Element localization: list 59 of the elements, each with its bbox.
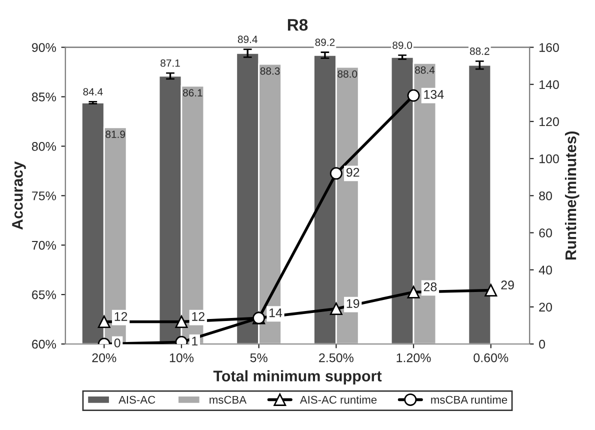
chart-title: R8 — [288, 18, 308, 31]
y2-tick-label: 140 — [540, 80, 559, 90]
data-label: 88.0 — [338, 70, 358, 78]
x-axis-title: Total minimum support — [213, 370, 382, 384]
y2-tick-label: 100 — [540, 154, 559, 164]
y-tick-label: 85% — [32, 92, 56, 102]
y2-tick-label: 80 — [539, 191, 552, 200]
data-label: 92 — [346, 168, 360, 177]
point — [407, 89, 420, 102]
data-label: 134 — [424, 90, 444, 99]
y2-tick-label: 60 — [539, 228, 552, 238]
data-label: 1 — [192, 336, 198, 346]
x-tick-label: 2.50% — [319, 353, 354, 362]
data-label: 89.4 — [238, 36, 258, 44]
y-tick-label: 60% — [32, 340, 56, 349]
y2-tick-label: 20 — [539, 302, 552, 312]
point — [252, 312, 266, 324]
data-label: 81.9 — [106, 130, 125, 138]
y2-tick-label: 40 — [538, 266, 552, 274]
x-tick-label: 0.60% — [474, 353, 508, 362]
data-label: 87.1 — [160, 59, 180, 67]
point — [175, 315, 188, 328]
y2-tick-label: 160 — [540, 43, 559, 52]
legend-label: AIS-AC runtime — [300, 396, 377, 404]
y-tick-label: 65% — [32, 290, 56, 300]
data-label: 89.0 — [392, 42, 412, 49]
y-tick-label: 90% — [32, 43, 56, 52]
data-label: 88.4 — [415, 66, 435, 74]
y2-tick-label: 0 — [539, 340, 546, 349]
y2-axis-title: Runtime(minutes) — [564, 131, 580, 260]
data-label: 19 — [346, 299, 360, 308]
data-label: 84.4 — [83, 88, 103, 96]
data-label: 12 — [114, 312, 128, 321]
y2-tick-label: 120 — [540, 117, 559, 126]
y-axis-title: Accuracy — [12, 161, 26, 230]
x-tick-label: 1.20% — [396, 353, 431, 362]
data-label: 89.2 — [315, 38, 335, 46]
legend-label: msCBA — [210, 396, 247, 404]
legend-label: msCBA runtime — [431, 396, 508, 404]
point — [484, 284, 498, 296]
point — [330, 302, 342, 316]
data-label: 29 — [501, 280, 514, 290]
x-tick-label: 10% — [170, 353, 194, 362]
point — [330, 167, 342, 180]
x-tick-label: 5% — [250, 353, 268, 362]
data-label: 28 — [424, 282, 437, 292]
data-label: 88.2 — [470, 48, 490, 55]
data-label: 14 — [270, 308, 282, 318]
data-label: 0 — [114, 338, 120, 348]
data-label: 86.1 — [183, 89, 202, 96]
y-tick-label: 70% — [32, 240, 56, 250]
y-tick-label: 75% — [32, 192, 56, 200]
data-label: 88.3 — [260, 67, 280, 75]
y-tick-label: 80% — [32, 142, 56, 151]
data-label: 12 — [192, 312, 204, 321]
point — [98, 315, 110, 328]
x-tick-label: 20% — [92, 353, 116, 362]
point — [407, 286, 420, 298]
legend-label: AIS-AC — [118, 396, 156, 404]
